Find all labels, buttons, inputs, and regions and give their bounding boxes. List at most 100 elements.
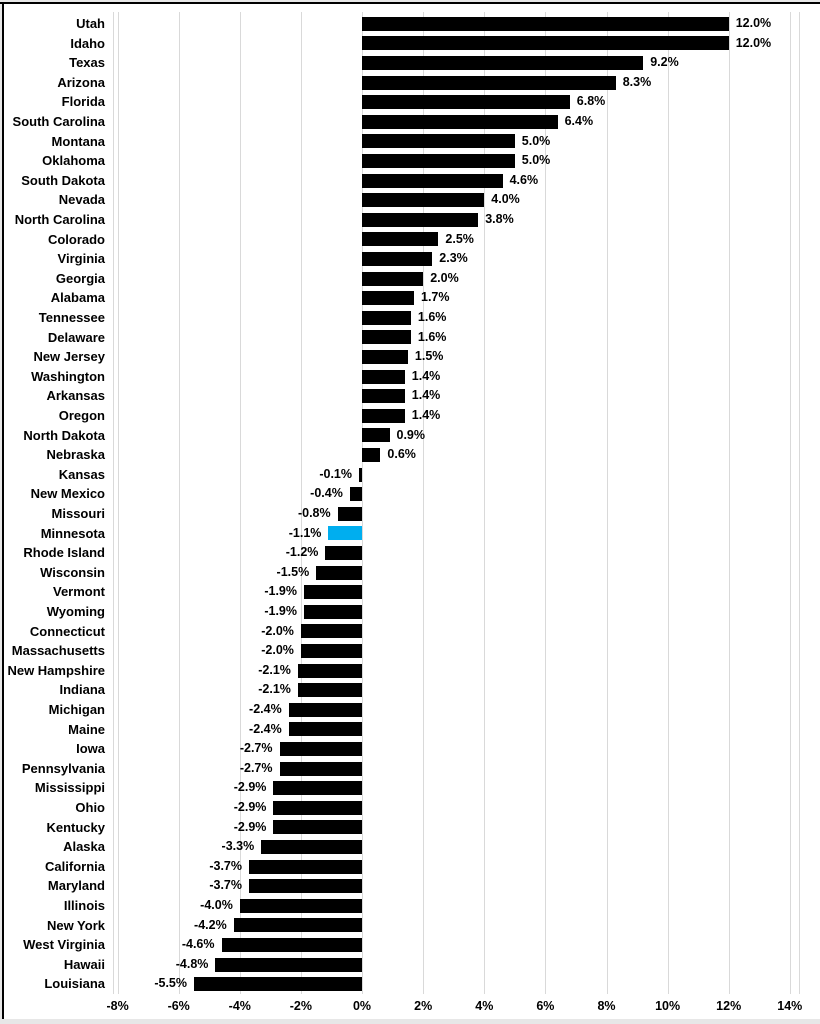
value-label-maryland: -3.7% bbox=[209, 878, 242, 893]
bar-colorado bbox=[362, 232, 439, 247]
bar-connecticut bbox=[300, 624, 362, 639]
x-tick-label-2pct: 2% bbox=[414, 999, 433, 1013]
category-label-hawaii: Hawaii bbox=[63, 956, 105, 972]
bar-south-dakota bbox=[362, 173, 503, 188]
category-label-iowa: Iowa bbox=[76, 741, 105, 757]
bar-indiana bbox=[297, 683, 363, 698]
category-label-nevada: Nevada bbox=[58, 192, 105, 208]
value-label-minnesota: -1.1% bbox=[288, 525, 322, 540]
highlighted-bar-minnesota bbox=[328, 526, 362, 541]
category-label-florida: Florida bbox=[61, 94, 105, 110]
bar-hawaii bbox=[215, 957, 363, 972]
value-label-georgia: 2.0% bbox=[430, 270, 459, 285]
bar-texas bbox=[362, 56, 644, 70]
bar-montana bbox=[362, 134, 515, 149]
category-label-colorado: Colorado bbox=[47, 231, 105, 247]
value-label-alabama: 1.7% bbox=[421, 290, 450, 305]
bar-maine bbox=[288, 722, 362, 737]
category-label-texas: Texas bbox=[69, 55, 105, 71]
category-label-kentucky: Kentucky bbox=[46, 819, 105, 835]
category-label-illinois: Illinois bbox=[63, 898, 105, 913]
x-tick-label-6pct: 6% bbox=[536, 999, 555, 1013]
category-label-south-dakota: South Dakota bbox=[21, 172, 105, 188]
value-label-new-hampshire: -2.1% bbox=[258, 662, 291, 677]
x-tick-label-14pct: 14% bbox=[777, 999, 803, 1013]
value-label-alaska: -3.3% bbox=[221, 839, 255, 854]
x-tick-label--6pct: -6% bbox=[167, 999, 190, 1013]
bar-alaska bbox=[261, 840, 362, 854]
category-label-nebraska: Nebraska bbox=[46, 447, 105, 463]
page-margin-left bbox=[0, 0, 2, 1024]
category-label-alaska: Alaska bbox=[63, 839, 105, 855]
gridline--6pct bbox=[178, 12, 180, 994]
category-label-south-carolina: South Carolina bbox=[12, 114, 105, 129]
category-label-louisiana: Louisiana bbox=[44, 976, 105, 992]
x-tick-label--2pct: -2% bbox=[289, 999, 312, 1013]
bar-south-carolina bbox=[362, 114, 558, 129]
value-label-arkansas: 1.4% bbox=[411, 388, 441, 403]
category-label-delaware: Delaware bbox=[47, 329, 105, 345]
value-label-connecticut: -2.0% bbox=[261, 623, 294, 638]
value-label-massachusetts: -2.0% bbox=[261, 643, 294, 658]
category-label-north-dakota: North Dakota bbox=[23, 427, 105, 443]
category-label-maryland: Maryland bbox=[47, 878, 105, 894]
value-label-utah: 12.0% bbox=[735, 16, 772, 30]
category-label-kansas: Kansas bbox=[58, 466, 105, 482]
bar-new-mexico bbox=[349, 487, 362, 502]
gridline--8pct bbox=[117, 12, 119, 994]
bar-nebraska bbox=[362, 448, 381, 462]
x-tick-label-4pct: 4% bbox=[475, 999, 494, 1013]
bar-iowa bbox=[279, 742, 362, 756]
gridline--4pct bbox=[239, 12, 241, 994]
bar-louisiana bbox=[194, 977, 363, 992]
category-label-massachusetts: Massachusetts bbox=[11, 643, 105, 659]
value-label-south-carolina: 6.4% bbox=[564, 114, 594, 128]
bar-georgia bbox=[362, 271, 424, 286]
bar-nevada bbox=[362, 193, 485, 208]
bar-washington bbox=[362, 369, 405, 384]
value-label-hawaii: -4.8% bbox=[175, 956, 209, 971]
bar-new-hampshire bbox=[297, 663, 363, 678]
value-label-west-virginia: -4.6% bbox=[181, 937, 215, 952]
x-tick-label-8pct: 8% bbox=[597, 999, 616, 1013]
bar-oregon bbox=[362, 408, 405, 423]
bar-mississippi bbox=[273, 781, 362, 796]
category-label-pennsylvania: Pennsylvania bbox=[21, 760, 105, 776]
x-tick-label--8pct: -8% bbox=[106, 999, 129, 1013]
category-label-minnesota: Minnesota bbox=[40, 525, 105, 541]
category-label-montana: Montana bbox=[51, 133, 105, 149]
bar-utah bbox=[362, 16, 729, 31]
value-label-south-dakota: 4.6% bbox=[509, 172, 539, 187]
bar-massachusetts bbox=[300, 644, 362, 658]
value-label-kentucky: -2.9% bbox=[233, 819, 267, 834]
category-label-oklahoma: Oklahoma bbox=[42, 153, 105, 169]
value-label-mississippi: -2.9% bbox=[233, 780, 267, 795]
category-label-arkansas: Arkansas bbox=[46, 388, 105, 404]
value-label-california: -3.7% bbox=[209, 858, 242, 873]
category-label-new-hampshire: New Hampshire bbox=[7, 662, 105, 678]
category-label-new-york: New York bbox=[46, 917, 105, 933]
category-label-west-virginia: West Virginia bbox=[23, 937, 105, 953]
category-label-michigan: Michigan bbox=[48, 702, 105, 717]
category-label-wyoming: Wyoming bbox=[46, 604, 105, 619]
category-label-maine: Maine bbox=[68, 721, 105, 737]
value-label-pennsylvania: -2.7% bbox=[239, 760, 273, 775]
value-label-vermont: -1.9% bbox=[264, 584, 297, 599]
value-label-nevada: 4.0% bbox=[491, 192, 520, 207]
bar-michigan bbox=[288, 702, 362, 717]
category-label-tennessee: Tennessee bbox=[38, 310, 105, 325]
value-label-virginia: 2.3% bbox=[439, 251, 468, 266]
x-tick-label--4pct: -4% bbox=[228, 999, 251, 1013]
value-label-idaho: 12.0% bbox=[735, 35, 772, 50]
value-label-oregon: 1.4% bbox=[411, 408, 441, 422]
category-label-utah: Utah bbox=[76, 16, 105, 31]
value-label-tennessee: 1.6% bbox=[417, 310, 447, 324]
bar-illinois bbox=[239, 898, 362, 913]
bar-delaware bbox=[362, 330, 411, 345]
bar-kansas bbox=[359, 467, 363, 482]
bar-missouri bbox=[337, 506, 362, 521]
value-label-north-dakota: 0.9% bbox=[396, 427, 426, 442]
bar-ohio bbox=[273, 800, 362, 815]
bar-wyoming bbox=[304, 604, 363, 619]
